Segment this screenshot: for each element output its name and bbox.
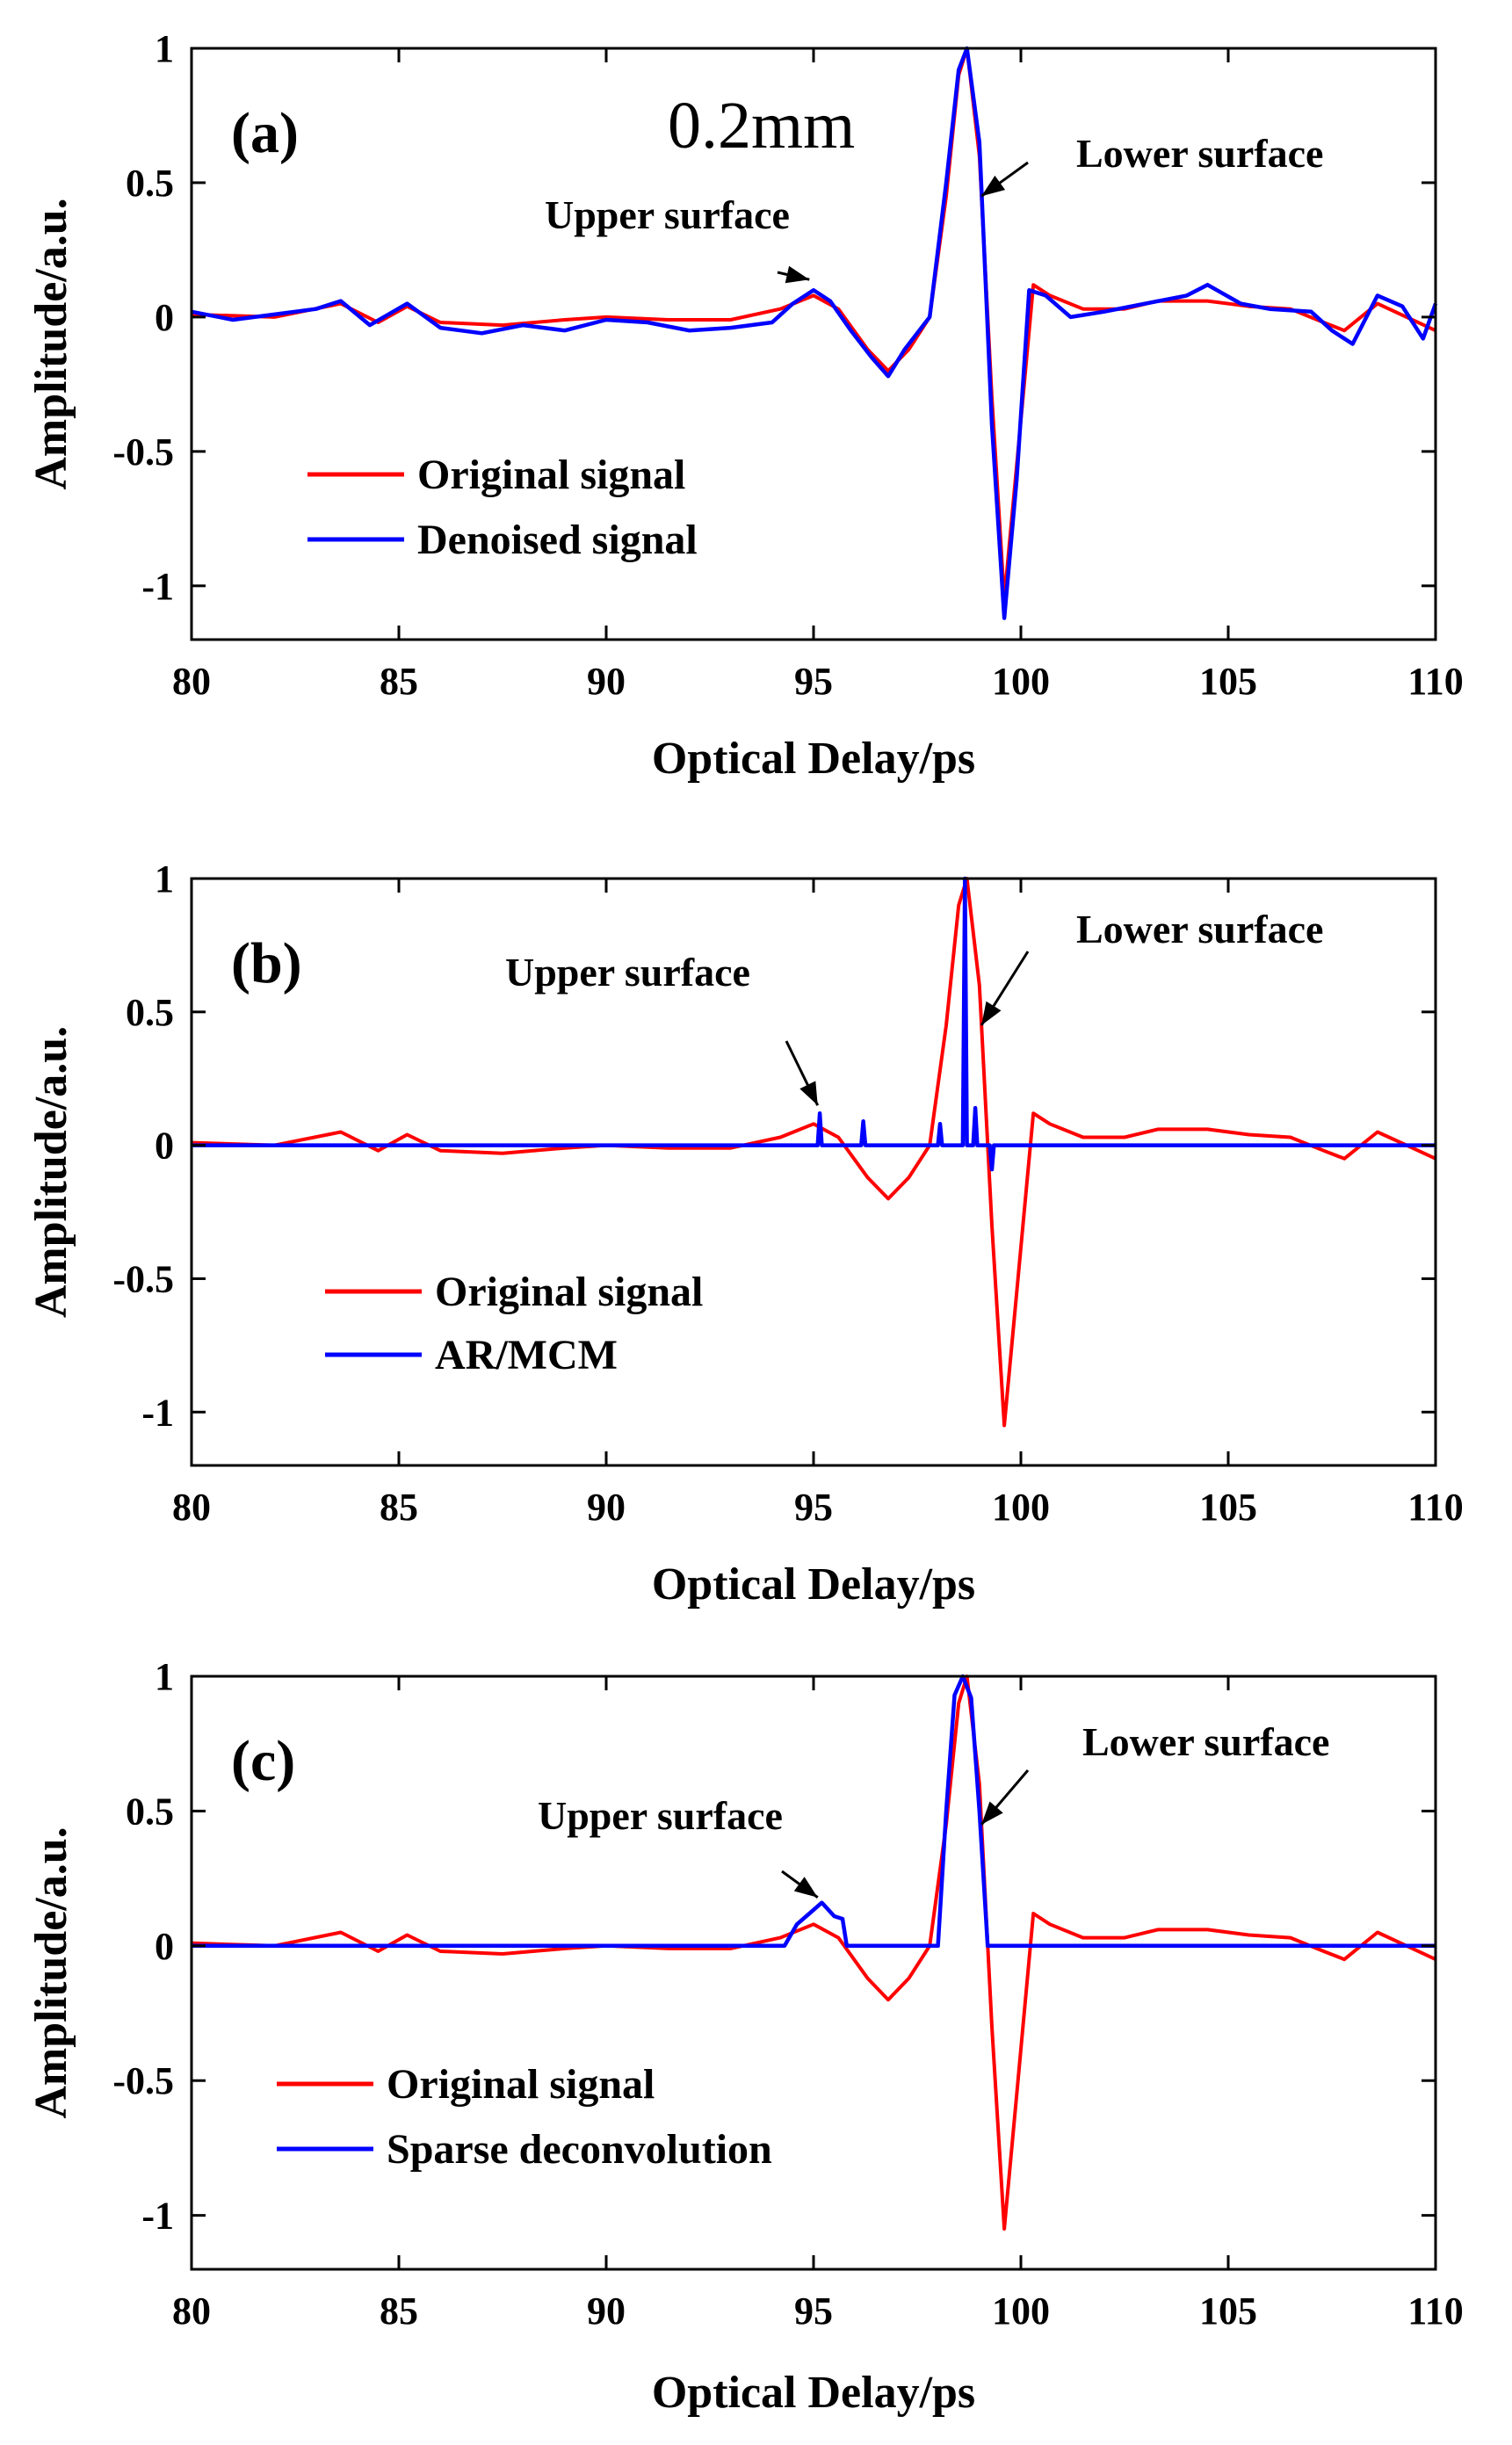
chart-panel-c: 80 85 90 95 100 105 110 1 0.5 0 -0.5 -1 Optical Dela… <box>26 1655 1464 2418</box>
upper-surface-arrow-head <box>799 1081 818 1106</box>
series-line-processed <box>191 46 1438 620</box>
y-tick-label: -0.5 <box>112 430 174 474</box>
sample-thickness-label: 0.2mm <box>668 89 855 163</box>
y-tick-label: 1 <box>155 1655 174 1698</box>
x-tick-label: 100 <box>992 2289 1050 2333</box>
x-tick-label: 105 <box>1199 1486 1257 1529</box>
x-tick-label: 105 <box>1199 2289 1257 2333</box>
y-axis-label: Amplitude/a.u. <box>26 198 76 489</box>
chart-panel-b: 80 85 90 95 100 105 110 1 0.5 0 -0.5 -1 Optical Dela… <box>26 857 1464 1610</box>
x-tick-label: 90 <box>587 2289 626 2333</box>
x-tick-label: 85 <box>380 1486 418 1529</box>
x-tick-label: 80 <box>172 660 211 703</box>
y-tick-label: 0 <box>155 1925 174 1968</box>
panel-label: (b) <box>231 931 302 995</box>
lower-surface-arrow-head <box>981 1001 1002 1025</box>
y-tick-label: 0.5 <box>126 162 174 205</box>
legend-label-processed: Denoised signal <box>417 517 698 563</box>
x-tick-label: 90 <box>587 660 626 703</box>
series-line-original <box>191 877 1436 1428</box>
upper-surface-arrow-head <box>785 265 810 284</box>
x-tick-label: 90 <box>587 1486 626 1529</box>
series-line-processed <box>192 1674 1436 1949</box>
x-tick-label: 95 <box>794 2289 833 2333</box>
legend-label-original: Original signal <box>435 1269 703 1315</box>
y-tick-label: -1 <box>141 565 174 608</box>
y-tick-label: 0.5 <box>126 991 174 1034</box>
y-tick-label: 1 <box>155 27 174 70</box>
lower-surface-arrow-head <box>981 175 1006 197</box>
x-tick-label: 95 <box>794 660 833 703</box>
panel-label: (a) <box>231 101 299 165</box>
x-tick-label: 100 <box>992 660 1050 703</box>
x-tick-label: 110 <box>1407 1486 1464 1529</box>
y-tick-label: -0.5 <box>112 2059 174 2102</box>
y-tick-label: 0.5 <box>126 1790 174 1833</box>
x-tick-label: 100 <box>992 1486 1050 1529</box>
series-line-processed <box>192 876 1436 1172</box>
x-tick-label: 95 <box>794 1486 833 1529</box>
x-axis-label: Optical Delay/ps <box>652 2368 975 2418</box>
y-tick-label: 0 <box>155 296 174 339</box>
annotation-lower-surface: Lower surface <box>1076 131 1323 176</box>
y-axis-label: Amplitude/a.u. <box>26 1026 76 1318</box>
x-tick-label: 105 <box>1199 660 1257 703</box>
annotation-upper-surface: Upper surface <box>545 192 790 237</box>
x-tick-label: 110 <box>1407 2289 1464 2333</box>
upper-surface-arrow-head <box>793 1877 818 1898</box>
legend-label-original: Original signal <box>387 2061 655 2108</box>
legend-label-original: Original signal <box>417 452 685 498</box>
x-tick-label: 80 <box>172 1486 211 1529</box>
y-tick-label: -0.5 <box>112 1257 174 1300</box>
panel-label: (c) <box>231 1729 295 1793</box>
y-tick-label: 0 <box>155 1125 174 1168</box>
x-tick-label: 85 <box>380 2289 418 2333</box>
y-tick-label: -1 <box>141 2195 174 2238</box>
x-tick-label: 110 <box>1407 660 1464 703</box>
series-line-original <box>191 1675 1436 2231</box>
chart-panel-a: 80 85 90 95 100 105 110 1 0.5 0 -0.5 -1 Optical Dela… <box>26 27 1464 784</box>
annotation-upper-surface: Upper surface <box>505 950 750 995</box>
legend-label-processed: Sparse deconvolution <box>387 2126 772 2173</box>
annotation-lower-surface: Lower surface <box>1076 907 1323 951</box>
y-tick-label: -1 <box>141 1391 174 1434</box>
annotation-lower-surface: Lower surface <box>1082 1719 1329 1764</box>
x-tick-label: 80 <box>172 2289 211 2333</box>
x-axis-label: Optical Delay/ps <box>652 1559 975 1610</box>
legend-label-processed: AR/MCM <box>435 1332 618 1378</box>
y-tick-label: 1 <box>155 857 174 901</box>
x-tick-label: 85 <box>380 660 418 703</box>
x-axis-label: Optical Delay/ps <box>652 734 975 784</box>
annotation-upper-surface: Upper surface <box>538 1793 783 1838</box>
lower-surface-arrow-head <box>981 1801 1003 1825</box>
y-axis-label: Amplitude/a.u. <box>26 1827 76 2118</box>
